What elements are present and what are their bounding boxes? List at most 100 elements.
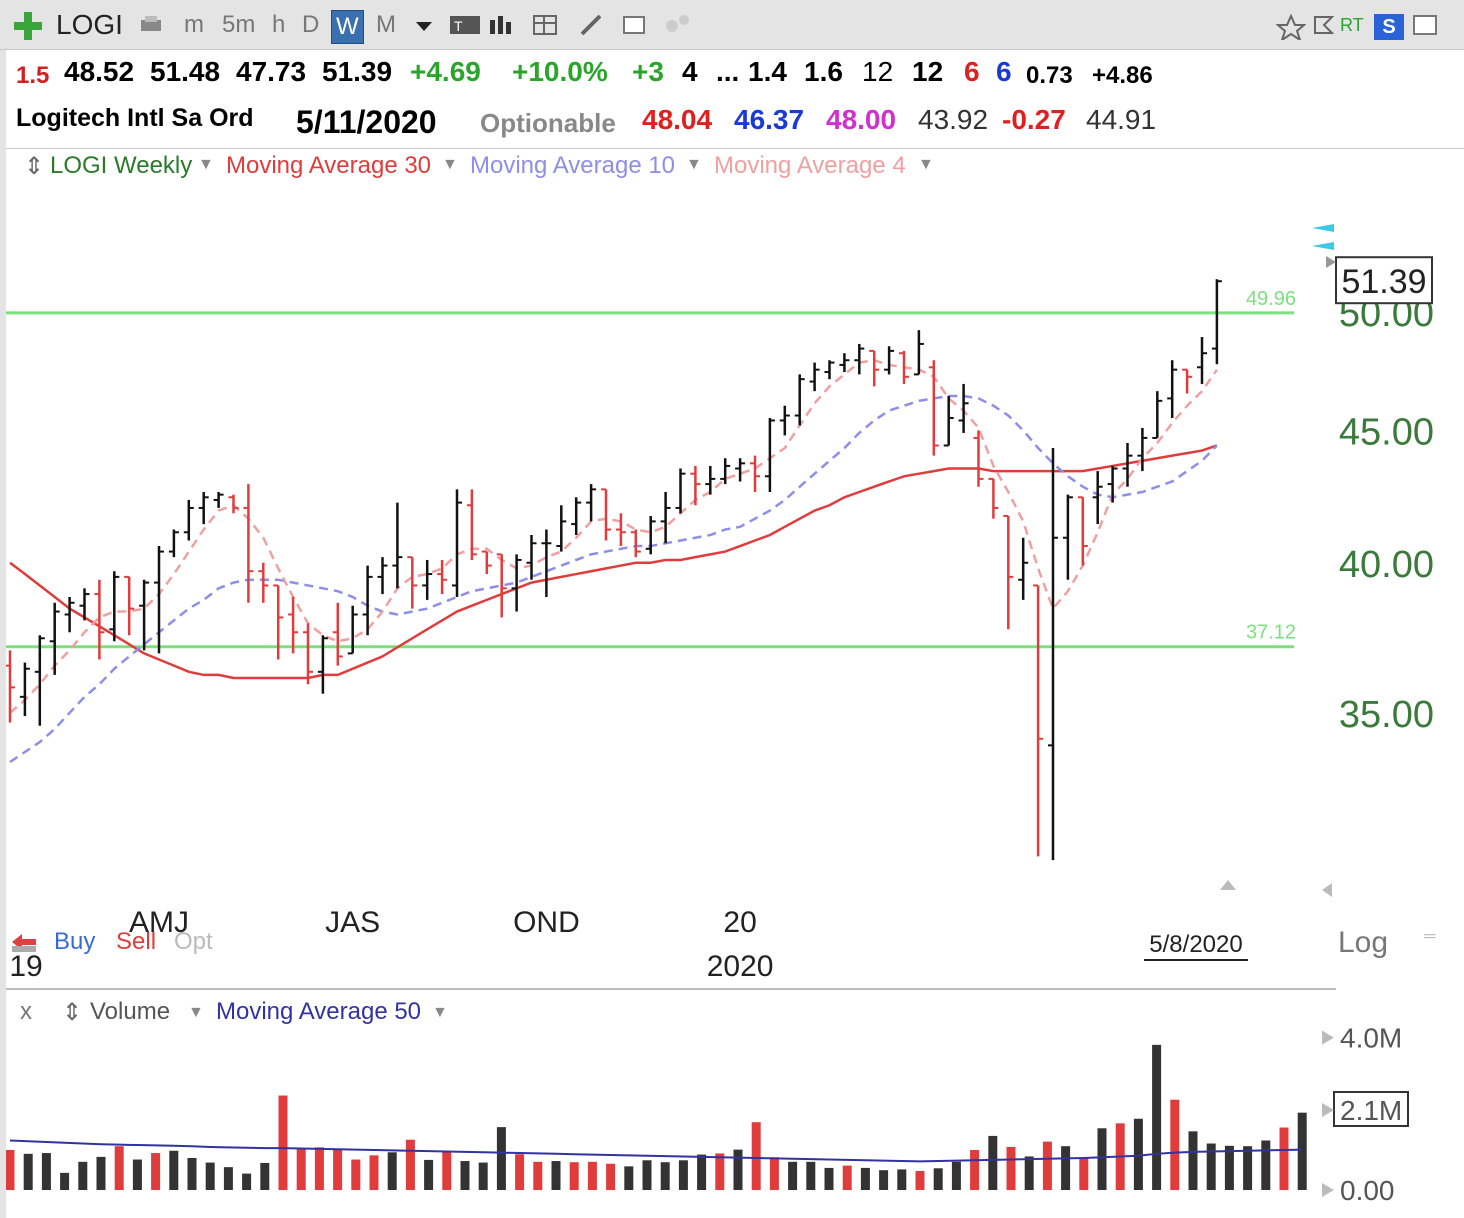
ma10-label[interactable]: Moving Average 10 (470, 152, 676, 179)
vma50-label[interactable]: Moving Average 50 (216, 998, 422, 1025)
volume-bar (569, 1162, 579, 1190)
grid-icon[interactable] (532, 14, 558, 36)
chevron-down-icon[interactable]: ▼ (432, 1004, 448, 1021)
sell-button[interactable]: Sell (116, 928, 157, 955)
flag-icon[interactable] (1312, 14, 1338, 36)
scroll-up-icon (1220, 880, 1236, 890)
timeframe-hour[interactable]: h (272, 11, 286, 38)
volume-label[interactable]: Volume (90, 998, 171, 1025)
volume-bar (587, 1161, 597, 1190)
quote-row-1: 1.5 48.52 51.48 47.73 51.39 +4.69 +10.0% +3 4...… (0, 56, 1464, 98)
volume-bar (697, 1154, 707, 1190)
ma4-label[interactable]: Moving Average 4 (714, 152, 906, 179)
log-scale-toggle[interactable]: Log (1338, 926, 1389, 959)
volume-bar (1188, 1131, 1198, 1190)
volume-bar (860, 1167, 870, 1190)
resize-icon[interactable]: ⇕ (24, 153, 45, 180)
trade-icon[interactable] (10, 928, 38, 956)
volume-bar (460, 1161, 470, 1190)
volume-bar (642, 1160, 652, 1190)
volume-bar (60, 1172, 70, 1190)
resize-icon[interactable]: ⇕ (62, 999, 83, 1026)
layout-icon[interactable] (620, 14, 646, 36)
quote-value: 12 (862, 56, 894, 87)
timeframe-minute[interactable]: m (184, 11, 204, 38)
realtime-icon[interactable]: RT (1340, 15, 1364, 35)
text-icon[interactable]: T (450, 14, 480, 36)
quote-value: -0.27 (1002, 104, 1066, 135)
timeframe-5min[interactable]: 5m (222, 11, 256, 38)
chevron-down-icon[interactable]: ▼ (188, 1004, 204, 1021)
add-icon[interactable] (14, 12, 42, 40)
last-price-label: 51.39 (1341, 263, 1426, 301)
volume-bar (1133, 1118, 1143, 1190)
volume-bar (351, 1159, 361, 1190)
price-arrow-icon (1326, 256, 1336, 268)
s-icon[interactable]: S (1374, 14, 1404, 40)
volume-bar (96, 1156, 106, 1190)
buy-button[interactable]: Buy (54, 928, 96, 955)
tick-arrow-icon (1322, 1183, 1334, 1197)
volume-bar (1079, 1158, 1089, 1190)
quote-value: 5/11/2020 (296, 104, 437, 140)
volume-bar (151, 1153, 161, 1190)
quote-value: 43.92 (918, 104, 989, 135)
x-tick-label: JAS (325, 906, 380, 939)
pane-divider[interactable] (6, 988, 1336, 990)
year-label: 2020 (707, 950, 774, 983)
volume-bar (970, 1150, 980, 1190)
timeframe-day[interactable]: D (302, 11, 320, 38)
volume-bar (405, 1139, 415, 1190)
volume-bar (624, 1166, 634, 1190)
volume-bar (1243, 1146, 1253, 1190)
bar-type-icon[interactable] (488, 14, 514, 36)
chevron-down-icon[interactable]: ▼ (442, 156, 458, 173)
quote-value: +3 (632, 56, 664, 87)
quote-value: 1.4 (748, 56, 787, 87)
chevron-down-icon[interactable]: ▼ (198, 156, 214, 173)
ma30-label[interactable]: Moving Average 30 (226, 152, 432, 179)
chevron-down-icon[interactable]: ▼ (918, 156, 934, 173)
quote-value: Logitech Intl Sa Ord (16, 104, 254, 132)
y-tick-label: 45.00 (1339, 411, 1434, 453)
quote-value: +4.86 (1092, 62, 1153, 89)
menu-icon[interactable]: ═ (1424, 928, 1436, 945)
volume-bar (114, 1146, 124, 1190)
timeframe-month[interactable]: M (376, 11, 396, 38)
scroll-left-icon (1322, 883, 1332, 897)
quote-value: 0.73 (1026, 62, 1073, 89)
timeframe-week[interactable]: W (331, 10, 364, 44)
symbol-field[interactable]: LOGI (56, 9, 123, 40)
volume-bar (1061, 1146, 1071, 1190)
chevron-down-icon[interactable]: ▼ (686, 156, 702, 173)
volume-bar (988, 1135, 998, 1190)
volume-bar (41, 1153, 51, 1190)
quote-value: 46.37 (734, 104, 805, 135)
share-icon[interactable] (664, 14, 690, 36)
volume-bar (733, 1149, 743, 1190)
volume-bar (169, 1150, 179, 1190)
moving-average-line (9, 358, 1218, 714)
draw-icon[interactable] (578, 14, 604, 36)
volume-bar (915, 1170, 925, 1190)
opt-button[interactable]: Opt (174, 928, 213, 955)
level-label: 49.96 (1246, 288, 1296, 310)
volume-bar (442, 1151, 452, 1190)
star-icon[interactable] (1276, 14, 1306, 40)
x-tick-label: AMJ (129, 906, 189, 939)
window-icon[interactable] (1412, 14, 1438, 36)
close-pane-icon[interactable]: x (20, 998, 32, 1025)
quote-value: 47.73 (236, 56, 307, 87)
volume-bar (933, 1168, 943, 1190)
price-series-label[interactable]: LOGI Weekly (50, 152, 193, 179)
volume-bar (751, 1122, 761, 1190)
last-price-box (1335, 256, 1433, 305)
dropdown-icon[interactable] (412, 14, 438, 36)
volume-bar (205, 1162, 215, 1190)
moving-average-line (9, 444, 1218, 680)
volume-bar (515, 1154, 525, 1190)
tick-arrow-icon (1322, 1103, 1334, 1117)
volume-bar (660, 1162, 670, 1190)
print-icon[interactable] (138, 14, 164, 36)
